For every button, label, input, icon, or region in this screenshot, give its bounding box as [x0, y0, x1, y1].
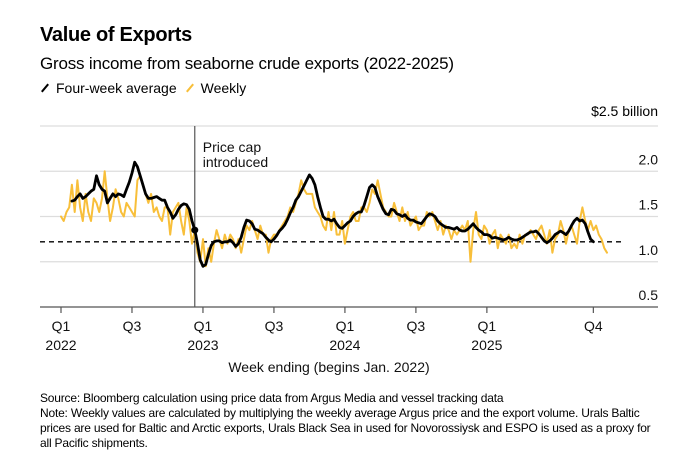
legend-item-weekly: Weekly	[185, 80, 247, 96]
legend-item-four-week-average: Four-week average	[40, 80, 177, 96]
weekly-line	[60, 170, 608, 268]
x-tick-year-label: 2024	[329, 337, 360, 353]
x-tick-label: Q3	[407, 318, 426, 334]
chart-title: Value of Exports	[40, 24, 192, 46]
price-cap-marker	[191, 226, 199, 234]
methodology-note: Note: Weekly values are calculated by mu…	[40, 406, 651, 450]
x-tick-label: Q1	[336, 318, 355, 334]
x-tick-year-label: 2025	[471, 337, 502, 353]
annotation-label: Price cap	[203, 139, 262, 155]
source-note: Source: Bloomberg calculation using pric…	[40, 391, 504, 405]
four-week-average-line	[70, 160, 595, 268]
x-tick-label: Q4	[584, 318, 603, 334]
legend-label: Weekly	[200, 80, 247, 96]
x-tick-label: Q1	[478, 318, 497, 334]
x-tick-label: Q3	[265, 318, 284, 334]
x-tick-year-label: 2023	[187, 337, 218, 353]
x-axis-title: Week ending (begins Jan. 2022)	[228, 359, 429, 375]
x-tick-label: Q1	[194, 318, 213, 334]
x-tick-label: Q3	[123, 318, 142, 334]
y-tick-label: 1.0	[639, 242, 659, 258]
chart-subtitle: Gross income from seaborne crude exports…	[40, 54, 454, 73]
legend-label: Four-week average	[56, 80, 177, 96]
x-tick-year-label: 2022	[45, 337, 76, 353]
x-tick-label: Q1	[52, 318, 71, 334]
y-axis-top-label: $2.5 billion	[591, 103, 658, 119]
annotation-label: introduced	[203, 154, 268, 170]
chart-footer: Source: Bloomberg calculation using pric…	[40, 391, 665, 451]
y-tick-label: 1.5	[639, 197, 659, 213]
legend: Four-week average Weekly	[40, 80, 254, 96]
y-tick-label: 0.5	[639, 287, 659, 303]
y-tick-label: 2.0	[639, 151, 659, 167]
